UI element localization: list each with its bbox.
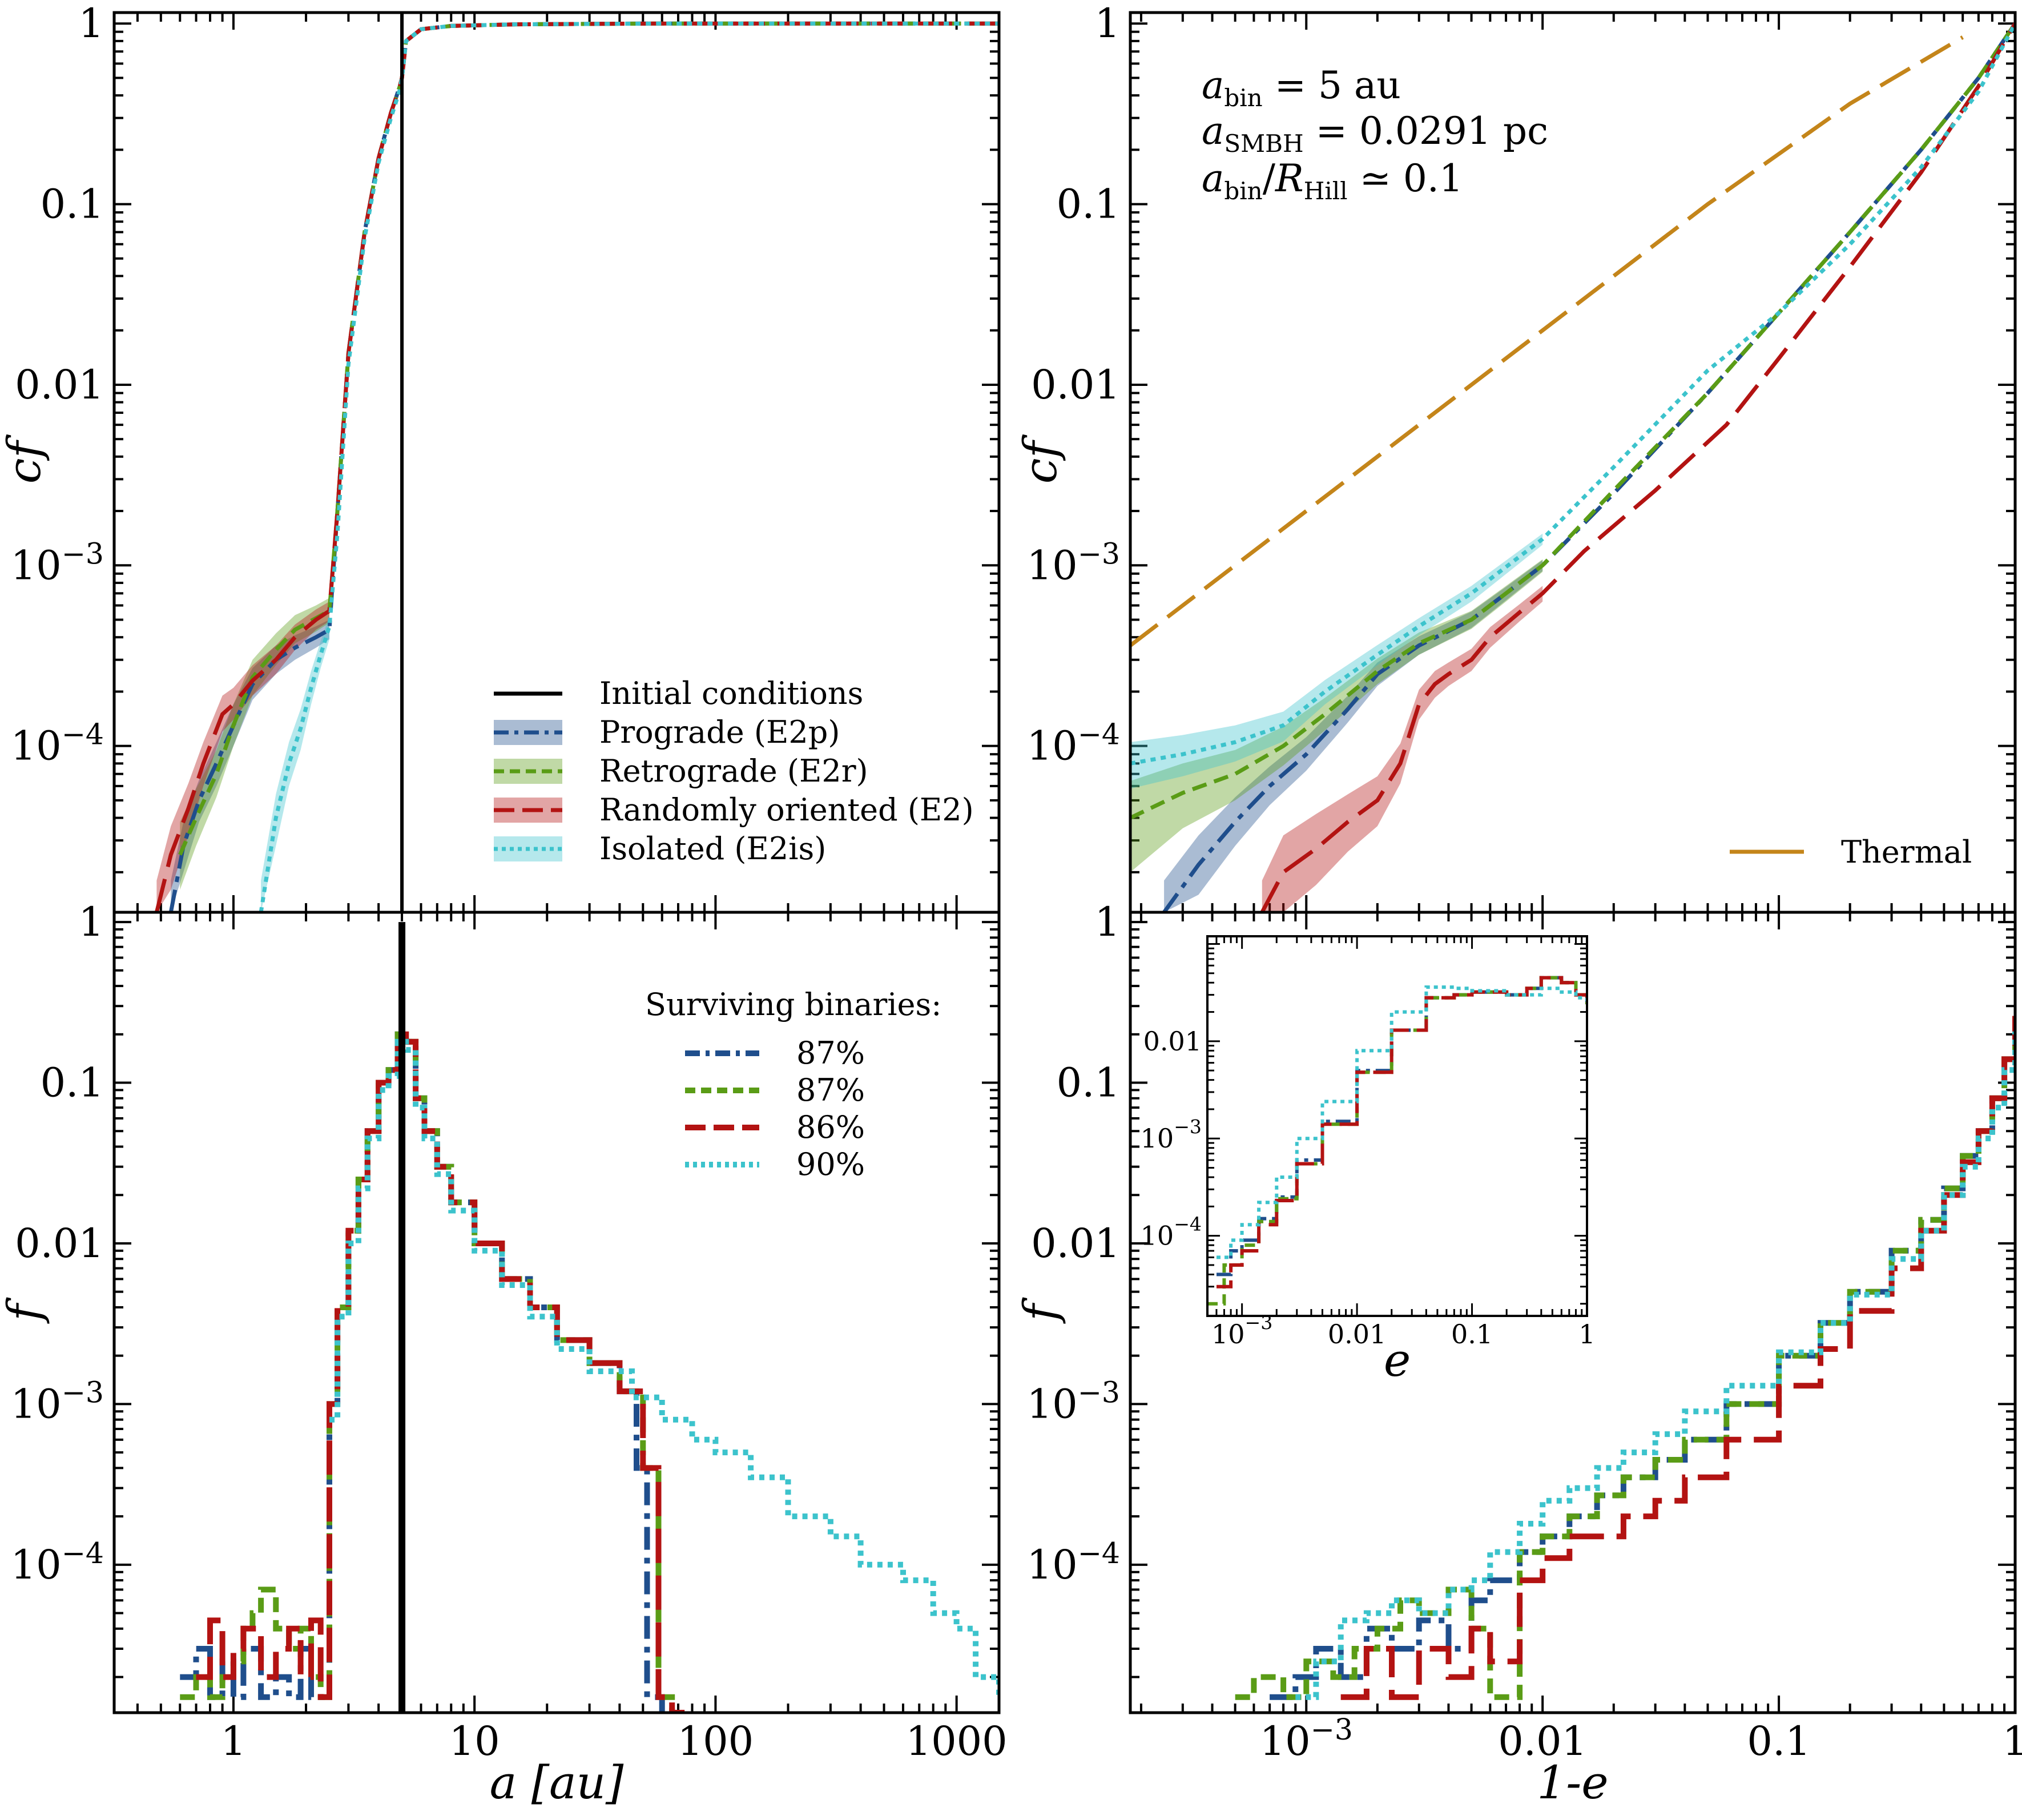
bottom-left-y-axis-title: f bbox=[0, 1297, 51, 1324]
series-line-isolated bbox=[329, 1038, 999, 1700]
series-line-prograde bbox=[168, 21, 999, 912]
y-tick-label: 10−4 bbox=[11, 718, 104, 770]
top-left-ticks bbox=[114, 13, 999, 912]
y-tick-label: 1 bbox=[1094, 0, 1120, 47]
y-tick-label: 0.1 bbox=[41, 181, 104, 228]
legend-entry: Randomly oriented (E2) bbox=[599, 792, 974, 828]
y-tick-label: 0.1 bbox=[1057, 1060, 1120, 1106]
bottom-right-y-axis-title: f bbox=[1014, 1297, 1067, 1324]
legend-entry: 86% bbox=[796, 1109, 865, 1145]
x-tick-label: 100 bbox=[678, 1718, 754, 1765]
legend-entry: Thermal bbox=[1841, 834, 1972, 870]
x-tick-label: 10 bbox=[449, 1718, 500, 1765]
bottom-left-ticks bbox=[114, 912, 999, 1713]
series-line-isolated bbox=[259, 21, 999, 912]
ratio-annotation: abin/RHill ≃ 0.1 bbox=[1202, 156, 1463, 205]
y-tick-label: 10−4 bbox=[1027, 718, 1120, 770]
y-tick-label: 10−4 bbox=[11, 1536, 104, 1588]
bottom-right-x-axis-title: 1-e bbox=[1537, 1756, 1608, 1809]
x-tick-label: 0.1 bbox=[1747, 1718, 1810, 1765]
series-line-isolated bbox=[1130, 22, 2015, 766]
x-tick-label: 1 bbox=[221, 1718, 247, 1765]
confidence-band-random bbox=[156, 601, 329, 912]
y-tick-label: 1 bbox=[1094, 899, 1120, 945]
series-line-retrograde bbox=[1235, 1016, 2015, 1700]
x-tick-label: 1 bbox=[1578, 1319, 1595, 1350]
top-right-legend: Thermal bbox=[1730, 834, 1972, 870]
series-line-retrograde bbox=[178, 21, 999, 856]
y-tick-label: 10−3 bbox=[1027, 1375, 1120, 1427]
series-line-isolated bbox=[1295, 1031, 2015, 1700]
inset-panel: 0.01 10−3 10−4 10−3 0.01 0.1 1 e bbox=[1141, 936, 1596, 1387]
bottom-right-panel: 1 0.1 0.01 10−3 10−4 10−3 0.01 0.1 1 f 1-e bbox=[1014, 899, 2022, 1809]
top-left-plot-area bbox=[155, 21, 999, 912]
y-tick-label: 0.01 bbox=[1031, 361, 1120, 408]
bottom-left-x-axis-title: a [au] bbox=[490, 1756, 625, 1809]
y-tick-label: 10−4 bbox=[1027, 1536, 1120, 1588]
x-tick-label: 0.1 bbox=[1451, 1319, 1493, 1350]
series-line-retrograde bbox=[1130, 22, 2015, 820]
inset-plot-area bbox=[1207, 976, 1587, 1306]
bottom-left-panel: 1 0.1 0.01 10−3 10−4 1 10 100 1000 f a [au] Survivi… bbox=[0, 899, 1008, 1809]
y-tick-label: 0.01 bbox=[15, 1220, 104, 1267]
series-line-random bbox=[196, 1031, 685, 1713]
confidence-band-random bbox=[1262, 586, 1543, 912]
legend-entry: Isolated (E2is) bbox=[599, 831, 826, 867]
top-right-y-axis-title: cf bbox=[1014, 434, 1067, 484]
legend-entry: 90% bbox=[796, 1146, 865, 1182]
bottom-right-plot-area bbox=[1235, 1016, 2015, 1700]
inset-background bbox=[1207, 936, 1587, 1316]
bottom-left-legend: Surviving binaries:87%87%86%90% bbox=[645, 986, 941, 1182]
y-tick-label: 10−4 bbox=[1141, 1213, 1202, 1251]
series-line-random bbox=[1260, 22, 2015, 912]
abin-annotation: abin = 5 au bbox=[1202, 63, 1401, 112]
y-tick-label: 10−3 bbox=[11, 1375, 104, 1427]
series-line-random bbox=[155, 21, 999, 912]
bottom-left-plot-area bbox=[180, 1031, 999, 1713]
inset-frame bbox=[1206, 935, 1588, 1317]
confidence-band-prograde bbox=[171, 619, 329, 912]
series-line-random bbox=[1217, 976, 1587, 1289]
confidence-band-retrograde bbox=[180, 598, 329, 890]
inset-x-axis-title: e bbox=[1384, 1334, 1411, 1387]
legend-title: Surviving binaries: bbox=[645, 986, 941, 1022]
x-tick-label: 0.01 bbox=[1328, 1319, 1386, 1350]
y-tick-label: 0.01 bbox=[1143, 1026, 1202, 1057]
x-tick-label: 0.01 bbox=[1498, 1718, 1587, 1765]
y-tick-label: 0.01 bbox=[15, 361, 104, 408]
top-right-plot-area bbox=[1130, 22, 2015, 912]
series-line-random bbox=[1340, 1016, 2015, 1700]
y-tick-label: 1 bbox=[78, 899, 104, 945]
x-tick-label: 1000 bbox=[906, 1718, 1008, 1765]
top-left-y-axis-title: cf bbox=[0, 434, 51, 484]
bottom-right-frame bbox=[1129, 911, 2017, 1714]
legend-entry: Initial conditions bbox=[599, 675, 863, 711]
y-tick-label: 10−3 bbox=[1027, 537, 1120, 589]
confidence-band-retrograde bbox=[1130, 559, 1543, 872]
top-left-panel: 1 0.1 0.01 10−3 10−4 cf Initial conditionsProg… bbox=[0, 0, 999, 912]
y-tick-label: 0.1 bbox=[1057, 181, 1120, 228]
legend-entry: 87% bbox=[796, 1072, 865, 1108]
asmbh-annotation: aSMBH = 0.0291 pc bbox=[1202, 109, 1548, 158]
y-tick-label: 0.1 bbox=[41, 1060, 104, 1106]
confidence-band-isolated bbox=[1130, 533, 1543, 789]
y-tick-label: 1 bbox=[78, 0, 104, 47]
y-tick-label: 0.01 bbox=[1031, 1220, 1120, 1267]
y-tick-label: 10−3 bbox=[1141, 1116, 1202, 1154]
legend-entry: Retrograde (E2r) bbox=[599, 753, 868, 789]
series-line-thermal bbox=[1130, 35, 1964, 647]
legend-entry: 87% bbox=[796, 1035, 865, 1071]
x-tick-label: 10−3 bbox=[1211, 1311, 1272, 1350]
x-tick-label: 1 bbox=[2003, 1718, 2022, 1765]
legend-entry: Prograde (E2p) bbox=[599, 714, 840, 750]
x-tick-label: 10−3 bbox=[1260, 1713, 1353, 1765]
series-line-isolated bbox=[1217, 985, 1587, 1259]
bottom-left-frame bbox=[112, 911, 1001, 1714]
y-tick-label: 10−3 bbox=[11, 537, 104, 589]
